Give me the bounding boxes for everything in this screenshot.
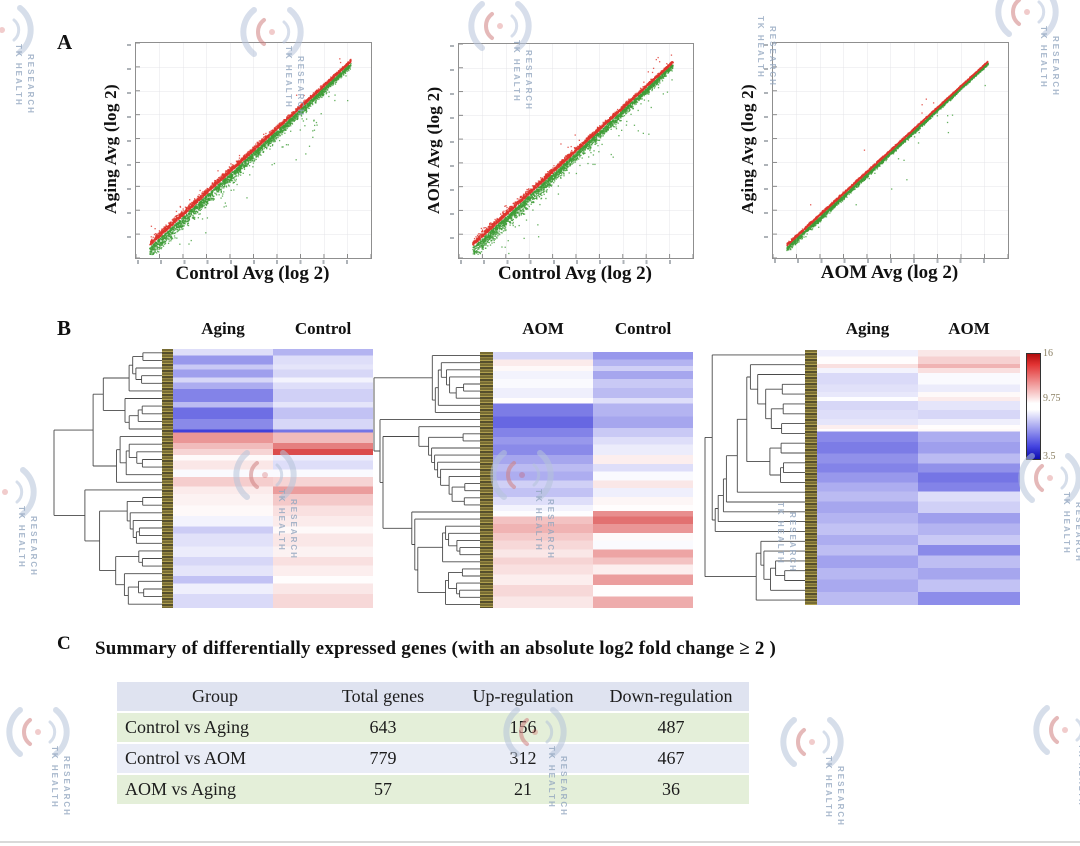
scatter-plot-aging-vs-control — [135, 42, 372, 259]
watermark-text-line2: RESEARCH — [26, 54, 35, 115]
scatter-plot-aom-vs-control — [458, 43, 694, 259]
heatmap-colorbar — [1026, 353, 1041, 460]
watermark-text-line2: RESEARCH — [1074, 502, 1080, 563]
cell-total: 779 — [313, 744, 453, 773]
watermark-text-line1: TK HEALTH — [50, 746, 59, 809]
watermark-text-line2: RESEARCH — [62, 756, 71, 817]
tk-health-research-logo-icon — [1033, 705, 1080, 755]
header-group: Group — [117, 682, 313, 711]
heatmap2-aom-column — [493, 352, 593, 608]
cell-up: 156 — [453, 713, 593, 742]
cell-up: 312 — [453, 744, 593, 773]
heatmap1-column-header-control: Control — [294, 319, 352, 338]
summary-table: Group Total genes Up-regulation Down-reg… — [117, 680, 749, 806]
watermark-text-line1: TK HEALTH — [1039, 26, 1048, 89]
watermark-text-line1: TK HEALTH — [14, 44, 23, 107]
heatmap2-dendrogram — [373, 355, 480, 605]
tk-health-research-logo-icon — [995, 0, 1059, 37]
tk-health-research-logo-icon — [0, 5, 34, 55]
header-total-genes: Total genes — [313, 682, 453, 711]
watermark-text-line1: TK HEALTH — [1062, 492, 1071, 555]
colorbar-min-label: 3.5 — [1043, 451, 1056, 462]
table-row: AOM vs Aging 57 21 36 — [117, 775, 749, 804]
page-bottom-divider — [0, 841, 1080, 843]
colorbar-max-label: 16 — [1043, 348, 1053, 359]
heatmap2-column-header-control: Control — [614, 319, 672, 338]
colorbar-mid-label: 9.75 — [1043, 393, 1061, 404]
scatter3-y-tick-labels — [764, 44, 768, 256]
heatmap3-dendrogram — [704, 354, 805, 601]
table-row: Control vs AOM 779 312 467 — [117, 744, 749, 773]
watermark-text-line2: RESEARCH — [836, 766, 845, 827]
tk-health-research-logo-icon — [2, 467, 37, 517]
cell-total: 57 — [313, 775, 453, 804]
scatter3-x-tick-labels — [774, 259, 1005, 263]
cell-total: 643 — [313, 713, 453, 742]
heatmap1-column-header-aging: Aging — [201, 319, 245, 338]
heatmap3-column-header-aging: Aging — [845, 319, 890, 338]
cell-down: 467 — [593, 744, 749, 773]
cell-group: Control vs AOM — [117, 744, 313, 773]
heatmap2-gene-labels — [480, 352, 493, 608]
heatmap1-aging-column — [173, 349, 273, 608]
watermark-text-line1: TK HEALTH — [824, 756, 833, 819]
panel-c-label: C — [57, 633, 71, 654]
heatmap3-aging-column — [817, 350, 918, 605]
table-row: Control vs Aging 643 156 487 — [117, 713, 749, 742]
tk-health-research-logo-icon — [780, 717, 844, 767]
scatter2-x-axis-label: Control Avg (log 2) — [498, 263, 652, 284]
heatmap3-gene-labels — [805, 350, 817, 605]
scatter3-x-axis-label: AOM Avg (log 2) — [820, 262, 959, 283]
table-header-row: Group Total genes Up-regulation Down-reg… — [117, 682, 749, 711]
scatter1-y-axis-label: Aging Avg (log 2) — [101, 84, 120, 215]
heatmap1-dendrogram — [53, 352, 162, 605]
scatter1-x-axis-label: Control Avg (log 2) — [175, 263, 330, 284]
heatmap3-aom-column — [918, 350, 1020, 605]
cell-down: 487 — [593, 713, 749, 742]
header-up-regulation: Up-regulation — [453, 682, 593, 711]
cell-up: 21 — [453, 775, 593, 804]
scatter2-y-tick-labels — [450, 45, 454, 255]
panel-b-label: B — [57, 316, 72, 340]
heatmap2-control-column — [593, 352, 693, 608]
table-title: Summary of differentially expressed gene… — [95, 638, 777, 659]
cell-down: 36 — [593, 775, 749, 804]
scatter2-x-tick-labels — [460, 260, 690, 264]
heatmap1-control-column — [273, 349, 373, 608]
watermark-text-line2: RESEARCH — [29, 516, 38, 577]
scatter1-y-tick-labels — [127, 44, 131, 256]
header-down-regulation: Down-regulation — [593, 682, 749, 711]
panel-a-label: A — [57, 30, 73, 54]
scatter-plot-aging-vs-aom — [772, 42, 1009, 259]
heatmap2-column-header-aom: AOM — [522, 319, 564, 338]
cell-group: Control vs Aging — [117, 713, 313, 742]
watermark-text-line1: TK HEALTH — [17, 506, 26, 569]
scatter2-y-axis-label: AOM Avg (log 2) — [424, 86, 443, 214]
watermark-text-line2: RESEARCH — [1051, 36, 1060, 97]
tk-health-research-logo-icon — [6, 707, 70, 757]
heatmap3-column-header-aom: AOM — [948, 319, 990, 338]
cell-group: AOM vs Aging — [117, 775, 313, 804]
scatter1-x-tick-labels — [137, 260, 369, 264]
heatmap1-gene-labels — [162, 349, 173, 608]
scatter3-y-axis-label: Aging Avg (log 2) — [738, 84, 757, 215]
